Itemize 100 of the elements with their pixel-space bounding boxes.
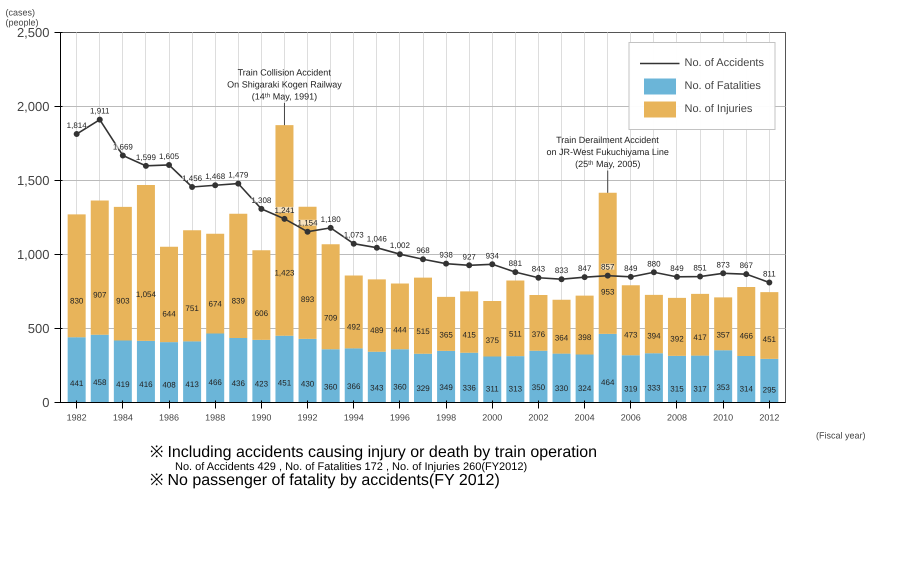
data-label: 1,605	[159, 152, 180, 161]
bar	[275, 336, 294, 402]
data-label: 319	[624, 384, 638, 394]
data-label: 419	[116, 380, 130, 389]
bar	[206, 334, 224, 402]
bar	[460, 291, 478, 353]
data-label: 394	[647, 332, 662, 341]
text: No. of Accidents 429 , No. of Fatalities 172 , No. of Injuries 260(FY2012)	[175, 460, 528, 474]
bar	[460, 352, 478, 402]
point	[142, 162, 149, 169]
data-label: 423	[254, 380, 269, 389]
point	[720, 270, 726, 276]
data-label: 329	[416, 384, 430, 393]
data-label: 1,599	[136, 152, 156, 162]
y-tick-label: 1,000	[16, 247, 50, 262]
y-tick-label: 2,000	[16, 99, 50, 114]
point	[604, 272, 611, 279]
bar	[136, 184, 155, 341]
point	[650, 269, 657, 276]
x-tick-label: 1996	[390, 412, 410, 422]
data-label: 350	[532, 382, 546, 392]
point	[235, 180, 242, 187]
data-label: 314	[740, 384, 754, 394]
data-label: 360	[393, 382, 408, 392]
data-label: 492	[347, 322, 361, 332]
bar	[437, 350, 456, 402]
data-label: 343	[370, 383, 384, 392]
data-label: 953	[601, 288, 615, 297]
data-label: 376	[532, 330, 546, 340]
point	[420, 256, 426, 262]
data-label: 968	[416, 246, 430, 256]
x-tick-label: 2008	[666, 412, 687, 422]
point	[258, 206, 264, 212]
point	[120, 152, 126, 158]
y-tick-label: 0	[42, 395, 50, 410]
data-label: 295	[762, 385, 777, 394]
point	[466, 262, 472, 268]
data-label: 375	[486, 336, 500, 345]
data-label: 324	[578, 384, 592, 394]
data-label: 464	[601, 378, 615, 387]
data-label: 1,814	[66, 121, 88, 130]
data-label: 317	[693, 384, 708, 394]
data-label: 416	[139, 380, 154, 390]
point	[396, 251, 403, 258]
data-label: 415	[462, 330, 476, 340]
data-label: 336	[462, 384, 476, 393]
bar	[90, 200, 109, 335]
data-label: 1,479	[228, 170, 249, 180]
bar	[483, 356, 502, 402]
bar	[644, 353, 663, 402]
x-axis-title: (Fiscal year)	[816, 430, 866, 440]
x-tick-label: 1998	[436, 412, 456, 422]
bar	[68, 337, 86, 402]
x-tick-label: 2006	[620, 412, 641, 422]
point	[489, 261, 496, 268]
data-label: 927	[462, 252, 476, 262]
data-label: 458	[93, 378, 107, 388]
data-label: 313	[508, 384, 523, 394]
bar	[529, 295, 548, 351]
bar	[414, 278, 432, 354]
data-label: 466	[208, 378, 222, 387]
point	[304, 228, 311, 235]
annotation: Train Derailment Accident on JR-West Fukuchiyama Line (25ᵗʰ May, 2005)	[546, 135, 669, 170]
text: ※ No passenger of fatality by accidents(FY 2012)	[150, 472, 500, 490]
data-label: 330	[554, 384, 569, 393]
point	[350, 240, 357, 247]
data-label: 365	[439, 330, 454, 340]
data-label: 398	[578, 332, 592, 342]
y-tick-label: 500	[28, 321, 50, 336]
bar	[390, 349, 409, 402]
data-label: 451	[278, 378, 292, 388]
data-label: 489	[370, 326, 384, 336]
point	[582, 274, 588, 280]
bar	[737, 287, 756, 356]
bar	[322, 349, 340, 402]
bar	[552, 300, 571, 354]
data-label: 843	[532, 264, 546, 274]
x-tick-label: 1994	[344, 412, 364, 422]
data-label: 451	[762, 334, 777, 344]
point	[443, 260, 450, 267]
data-label: 408	[162, 380, 176, 390]
data-label: 1,308	[251, 196, 272, 205]
point	[96, 116, 103, 123]
point	[374, 244, 380, 251]
data-label: 849	[624, 264, 638, 273]
bar	[114, 340, 132, 402]
bar	[644, 294, 663, 354]
data-label: 857	[601, 262, 615, 272]
bar	[668, 298, 686, 356]
bar	[390, 284, 409, 350]
data-label: 436	[232, 379, 246, 388]
point	[328, 224, 334, 231]
bar	[322, 244, 340, 350]
data-label: 311	[486, 384, 500, 394]
bar	[252, 250, 270, 340]
bar	[506, 356, 524, 402]
annotation: Train Collision Accident On Shigaraki Kogen Railway (14ᵗʰ May, 1991)	[227, 67, 342, 102]
x-tick-label: 2004	[574, 412, 595, 422]
bar	[691, 294, 710, 356]
bar	[160, 246, 178, 342]
